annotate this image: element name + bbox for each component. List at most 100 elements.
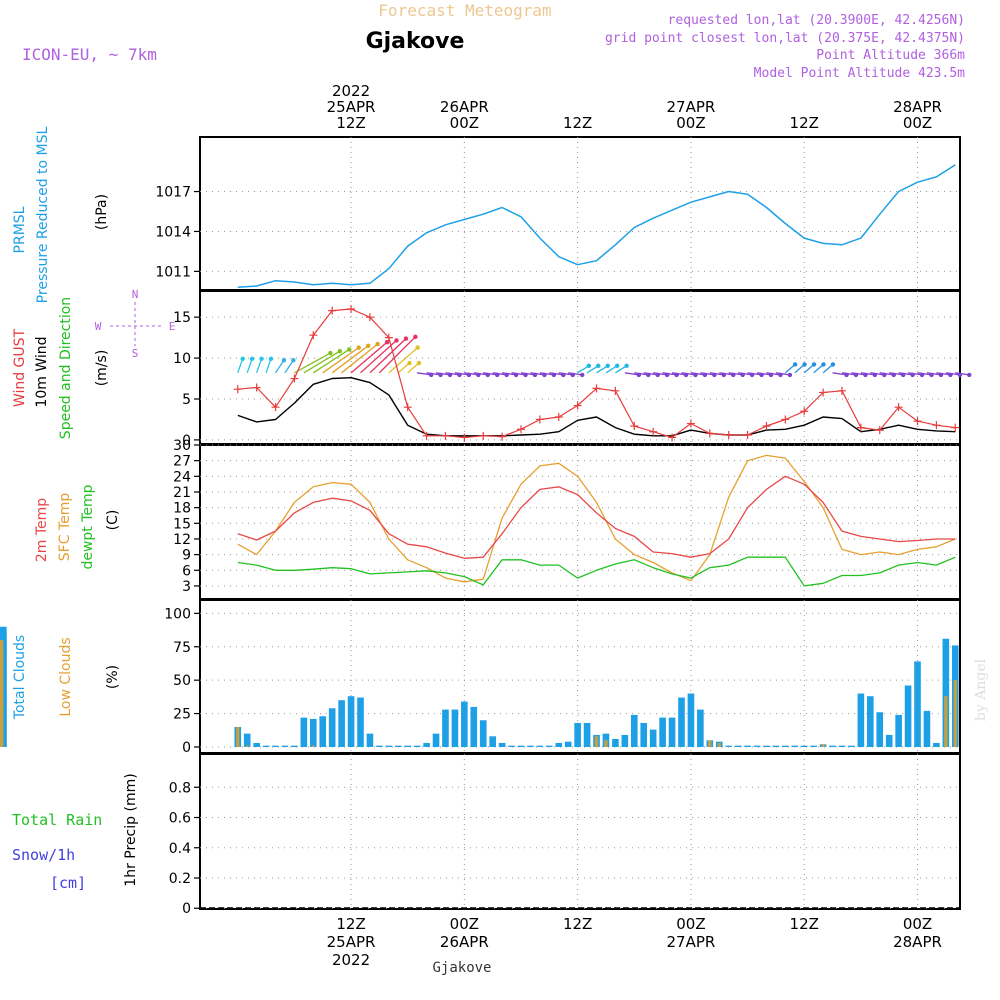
time-axis-bottom-label: 12Z [790, 915, 819, 933]
time-axis-bottom-label: 27APR [667, 933, 716, 951]
time-axis-top-label: 12Z [563, 114, 592, 132]
wind-arrow-head [579, 372, 585, 378]
wind-10m-line [237, 377, 956, 437]
wind-gust-marker [592, 384, 601, 393]
wind-arrow-head [596, 363, 601, 369]
y-tick-label: 0.8 [169, 780, 191, 796]
wind-gust-marker [309, 331, 318, 340]
wind-arrow [596, 365, 609, 374]
wind-gust-marker [724, 431, 733, 439]
total-cloud-bar [385, 745, 393, 747]
y-tick-label: 12 [173, 532, 191, 548]
y-tick-label: 15 [173, 516, 191, 532]
wind-arrow [312, 348, 350, 374]
wind-arrow [502, 372, 517, 376]
wind-arrow [511, 372, 526, 376]
time-axis-bottom-label: 2022 [332, 951, 370, 969]
station-title: Gjakove [366, 29, 465, 54]
total-cloud-bar [895, 714, 902, 747]
wind-gust-marker [233, 385, 242, 394]
total-cloud-bar [630, 714, 638, 747]
wind-gust-marker [743, 431, 752, 439]
wind-arrow [378, 336, 416, 374]
point-altitude: Point Altitude 366m [816, 48, 965, 63]
temp-sfc-label: SFC Temp [57, 493, 73, 562]
wind-gust-marker [535, 415, 544, 424]
pressure-line [237, 164, 956, 289]
wind-gust-marker [441, 431, 450, 440]
wind-arrow [756, 372, 772, 376]
total-cloud-bar [867, 696, 874, 747]
wind-gust-marker [365, 313, 374, 322]
wind-arrow-head [337, 349, 343, 354]
panel-frame [199, 753, 961, 910]
wind-speed-dir-label: Speed and Direction [58, 297, 74, 439]
y-tick-label: 6 [182, 563, 191, 579]
wind-gust-marker [384, 333, 393, 342]
panel-frame [199, 136, 961, 291]
total-cloud-bar [546, 745, 553, 747]
wind-gust-marker [252, 383, 261, 392]
wind-arrow [558, 372, 573, 376]
wind-arrow [671, 372, 687, 376]
wind-gust-marker [630, 422, 639, 430]
wind-arrow [274, 359, 285, 374]
total-cloud-bar [942, 638, 950, 747]
total-cloud-bar [508, 745, 515, 747]
wind-arrow-head [413, 334, 418, 340]
total-cloud-bar [357, 697, 364, 747]
wind-arrow [936, 372, 951, 376]
total-cloud-bar [338, 700, 345, 747]
footer-station: Gjakove [432, 960, 491, 976]
total-cloud-bar [725, 745, 732, 747]
wind-arrow-head [605, 363, 610, 369]
wind-arrow [926, 372, 942, 376]
time-axis-bottom-label: 26APR [440, 933, 489, 951]
y-tick-label: 0 [182, 901, 191, 917]
wind-gust-marker [837, 386, 846, 395]
wind-arrow [294, 352, 331, 374]
wind-gust-marker [913, 417, 922, 426]
total-cloud-bar [451, 709, 459, 747]
wind-arrow-head [614, 363, 620, 369]
gridpoint-coords: grid point closest lon,lat (20.375E, 42.… [605, 31, 965, 46]
wind-gust-marker [328, 306, 337, 315]
time-axis-top-label: 00Z [450, 114, 479, 132]
time-axis-top-label: 2022 [332, 82, 370, 100]
wind-arrow [445, 372, 460, 376]
wind-arrow [265, 358, 272, 374]
total-cloud-bar [649, 729, 657, 747]
low-cloud-bar [953, 680, 957, 747]
wind-gust-marker [762, 422, 771, 430]
total-cloud-bar [810, 745, 817, 747]
wind-arrow [775, 372, 790, 376]
wind-arrow [426, 372, 441, 376]
y-tick-label: 50 [173, 673, 191, 689]
wind-arrow [464, 372, 479, 376]
wind-arrow [917, 372, 932, 376]
wind-arrow [483, 372, 498, 376]
total-cloud-bar [772, 745, 780, 747]
low-cloud-bar [245, 745, 249, 747]
total-cloud-bar [829, 745, 836, 747]
y-tick-label: 0 [182, 433, 191, 449]
wind-arrow-head [259, 356, 264, 362]
total-cloud-bar [923, 710, 931, 747]
temp-2m-line [237, 475, 956, 559]
wind-arrow [417, 372, 432, 376]
time-axis-bottom-label: 25APR [327, 933, 376, 951]
y-tick-label: 3 [182, 579, 191, 595]
total-cloud-bar [848, 745, 855, 747]
wind-unit-label: (m/s) [94, 350, 110, 387]
wind-gust-marker [875, 426, 884, 435]
wind-gust-marker [856, 423, 865, 432]
credit-watermark: by Angel [973, 658, 989, 721]
temp-dewpt-label: dewpt Temp [80, 484, 96, 569]
wind-gust-marker [573, 401, 582, 410]
wind-arrow-head [415, 345, 420, 350]
wind-arrow [624, 372, 639, 376]
wind-arrow [568, 372, 583, 376]
y-tick-label: 0.6 [169, 811, 191, 827]
compass-north: N [132, 288, 139, 301]
